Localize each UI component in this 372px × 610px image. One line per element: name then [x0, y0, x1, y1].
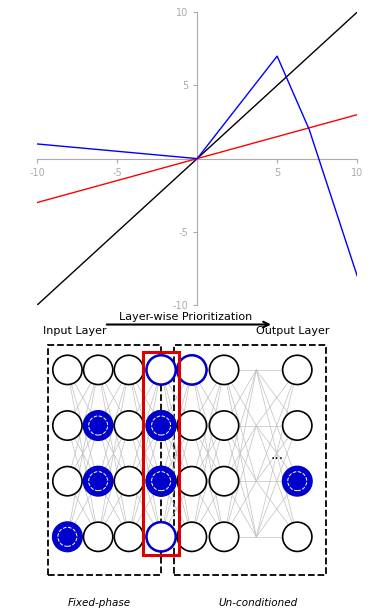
- Circle shape: [209, 411, 239, 440]
- Bar: [143, 352, 179, 555]
- Circle shape: [177, 467, 206, 496]
- Bar: [48, 345, 161, 575]
- Circle shape: [53, 467, 82, 496]
- Circle shape: [114, 355, 144, 384]
- Circle shape: [147, 522, 176, 551]
- Circle shape: [114, 522, 144, 551]
- Circle shape: [84, 522, 113, 551]
- Circle shape: [114, 411, 144, 440]
- Circle shape: [84, 467, 113, 496]
- Circle shape: [84, 411, 113, 440]
- Circle shape: [209, 355, 239, 384]
- Circle shape: [177, 355, 206, 384]
- Text: ...: ...: [270, 448, 283, 462]
- Circle shape: [177, 411, 206, 440]
- Circle shape: [147, 355, 176, 384]
- Circle shape: [283, 467, 312, 496]
- Circle shape: [147, 522, 176, 551]
- Bar: [174, 345, 326, 575]
- Text: Fixed-phase
Sub-network: Fixed-phase Sub-network: [66, 598, 132, 610]
- Text: Input Layer: Input Layer: [42, 326, 106, 336]
- Circle shape: [283, 522, 312, 551]
- Circle shape: [147, 411, 176, 440]
- Circle shape: [114, 467, 144, 496]
- Circle shape: [84, 355, 113, 384]
- Circle shape: [147, 467, 176, 496]
- Circle shape: [283, 411, 312, 440]
- Circle shape: [53, 355, 82, 384]
- Circle shape: [177, 355, 206, 384]
- Circle shape: [209, 467, 239, 496]
- Text: Output Layer: Output Layer: [256, 326, 330, 336]
- Circle shape: [53, 411, 82, 440]
- Circle shape: [209, 522, 239, 551]
- Circle shape: [147, 467, 176, 496]
- Text: Un-conditioned
Sub-network: Un-conditioned Sub-network: [218, 598, 297, 610]
- Circle shape: [147, 411, 176, 440]
- Text: Layer-wise Prioritization: Layer-wise Prioritization: [119, 312, 253, 321]
- Circle shape: [283, 355, 312, 384]
- Circle shape: [53, 522, 82, 551]
- Circle shape: [147, 355, 176, 384]
- Circle shape: [177, 522, 206, 551]
